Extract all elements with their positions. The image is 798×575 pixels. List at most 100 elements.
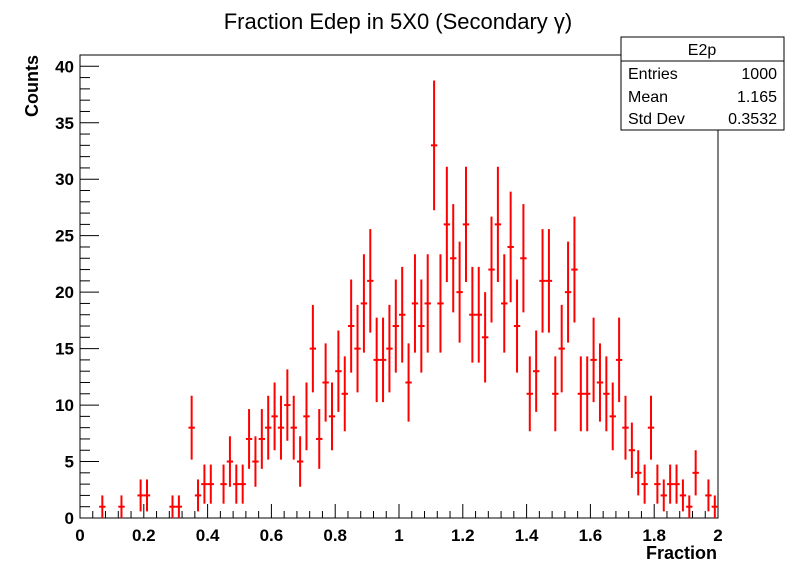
histogram-point: [679, 479, 687, 512]
histogram-point: [143, 479, 151, 512]
histogram-point: [322, 343, 329, 422]
x-tick-label: 0.2: [132, 526, 156, 545]
histogram-point: [666, 464, 674, 504]
histogram-point: [564, 241, 572, 343]
histogram-point: [660, 479, 667, 512]
histogram-point: [584, 356, 591, 432]
histogram-point: [539, 229, 546, 333]
histogram-point: [424, 254, 431, 353]
histogram-point: [99, 495, 106, 518]
histogram-point: [258, 409, 266, 469]
histogram-point: [615, 317, 623, 403]
histogram-point: [309, 304, 317, 393]
histogram-point: [596, 343, 604, 422]
histogram-point: [207, 464, 214, 504]
histogram-point: [252, 436, 259, 487]
stats-label-std-dev: Std Dev: [628, 111, 685, 128]
stats-box-name: E2p: [688, 42, 717, 59]
stats-value-mean: 1.165: [737, 89, 777, 106]
histogram-point: [175, 495, 183, 518]
y-tick-label: 5: [65, 453, 74, 472]
x-tick-label: 1: [394, 526, 403, 545]
data-series: [99, 80, 718, 518]
histogram-point: [137, 479, 144, 512]
histogram-point: [316, 409, 323, 469]
histogram-point: [590, 317, 597, 403]
x-tick-label: 0: [75, 526, 84, 545]
y-tick-label: 40: [55, 57, 74, 76]
histogram-point: [201, 464, 208, 504]
x-tick-label: 1.4: [515, 526, 539, 545]
axis-ticks: [79, 54, 719, 519]
histogram-point: [411, 254, 419, 353]
y-tick-label: 20: [55, 283, 74, 302]
histogram-point: [622, 395, 629, 460]
histogram-point: [462, 166, 470, 282]
stats-box-frame: [620, 36, 785, 131]
histogram-point: [373, 317, 380, 403]
y-tick-label: 10: [55, 396, 74, 415]
stats-label-entries: Entries: [628, 66, 678, 83]
histogram-point: [532, 330, 540, 412]
histogram-point: [481, 292, 489, 383]
histogram-point: [641, 464, 648, 504]
y-axis-label: Counts: [22, 55, 42, 117]
tick-labels: 0 0.2 0.4 0.6 0.8 1 1.2 1.4 1.6 1.8 20510152025303…: [55, 57, 723, 545]
stats-label-mean: Mean: [628, 89, 668, 106]
histogram-point: [169, 495, 176, 518]
histogram-point: [296, 436, 304, 487]
histogram-point: [265, 395, 272, 460]
histogram-point: [520, 204, 527, 313]
histogram-point: [711, 495, 718, 518]
histogram-point: [245, 409, 253, 469]
histogram-point: [552, 356, 559, 432]
histogram-point: [469, 266, 476, 363]
histogram-point: [284, 369, 291, 441]
histogram-point: [507, 191, 514, 303]
histogram-point: [341, 356, 348, 432]
histogram-point: [673, 464, 680, 504]
histogram-point: [692, 450, 699, 496]
histogram-point: [335, 330, 342, 412]
stats-value-entries: 1000: [741, 66, 777, 83]
histogram-point: [271, 382, 278, 451]
x-tick-label: 1.6: [579, 526, 603, 545]
histogram-point: [226, 436, 234, 487]
histogram-point: [328, 382, 336, 451]
histogram-point: [354, 304, 361, 393]
histogram-point: [705, 479, 712, 512]
histogram-point: [558, 304, 565, 393]
chart-title: Fraction Edep in 5X0 (Secondary γ): [224, 9, 573, 34]
histogram-point: [360, 254, 368, 353]
histogram-point: [118, 495, 125, 518]
histogram-point: [571, 216, 578, 323]
y-tick-label: 0: [65, 509, 74, 528]
histogram-point: [290, 395, 297, 460]
histogram-point: [194, 479, 202, 512]
x-tick-label: 0.8: [323, 526, 347, 545]
histogram-point: [603, 356, 610, 432]
y-tick-label: 30: [55, 170, 74, 189]
y-tick-label: 35: [55, 114, 74, 133]
histogram-point: [379, 317, 387, 403]
histogram-point: [220, 464, 227, 504]
histogram-point: [443, 166, 451, 282]
histogram-point: [686, 495, 693, 518]
histogram-point: [494, 166, 502, 282]
x-axis-label: Fraction: [646, 543, 717, 563]
histogram-point: [545, 229, 553, 333]
histogram-point: [450, 204, 457, 313]
histogram-point: [526, 356, 533, 432]
histogram-point: [430, 80, 438, 211]
histogram-point: [386, 304, 393, 393]
histogram-point: [367, 229, 374, 333]
histogram-point: [475, 266, 482, 363]
histogram-point: [635, 450, 642, 496]
histogram-point: [654, 464, 661, 504]
stats-box: E2p Entries 1000 Mean 1.165 Std Dev 0.35…: [620, 36, 785, 131]
histogram-point: [577, 356, 585, 432]
x-tick-label: 1.2: [451, 526, 475, 545]
histogram-point: [405, 343, 412, 422]
